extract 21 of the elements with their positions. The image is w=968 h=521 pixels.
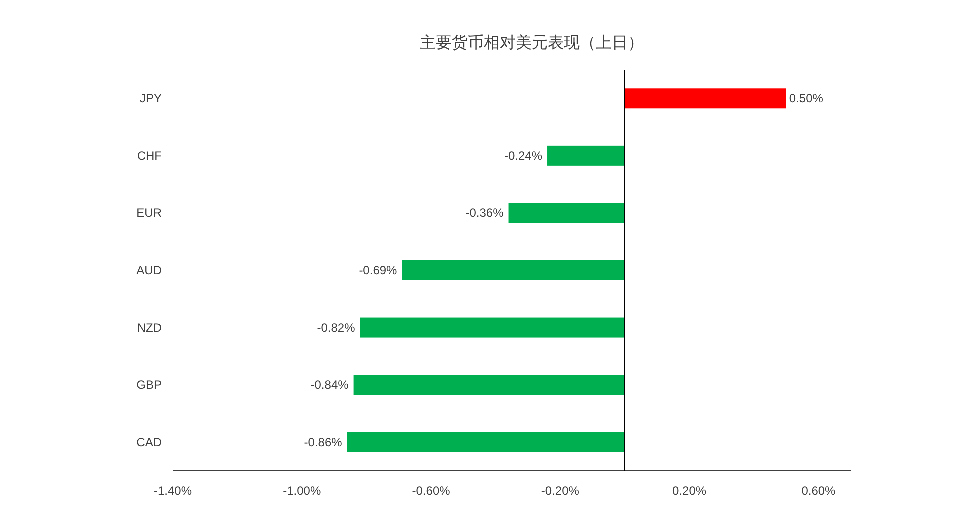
- data-label: -0.69%: [359, 264, 398, 278]
- x-tick-label: -1.00%: [283, 484, 322, 498]
- x-tick-label: -1.40%: [154, 484, 192, 498]
- data-label: 0.50%: [789, 92, 824, 106]
- y-tick-label: CHF: [137, 148, 162, 163]
- data-label: -0.84%: [310, 378, 350, 392]
- y-tick-label: CAD: [136, 435, 162, 450]
- x-tick-label: 0.60%: [802, 484, 836, 498]
- data-label: -0.86%: [304, 435, 343, 450]
- title: 主要货币相对美元表现（上日）: [420, 35, 644, 52]
- data-label: -0.24%: [504, 148, 543, 163]
- data-label: -0.82%: [317, 320, 356, 335]
- y-tick-label: GBP: [136, 378, 162, 392]
- y-tick-label: NZD: [137, 320, 162, 335]
- y-tick-label: JPY: [140, 92, 162, 106]
- x-tick-label: 0.20%: [672, 484, 707, 498]
- x-tick-label: -0.20%: [541, 484, 580, 498]
- data-label: -0.36%: [466, 206, 504, 220]
- x-tick-label: -0.60%: [412, 484, 451, 498]
- y-tick-label: EUR: [136, 206, 162, 220]
- y-tick-label: AUD: [136, 264, 162, 278]
